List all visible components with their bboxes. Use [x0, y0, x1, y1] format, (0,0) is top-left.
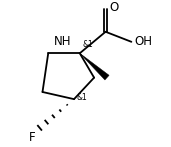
Text: OH: OH — [134, 35, 152, 48]
Polygon shape — [80, 53, 109, 80]
Text: O: O — [110, 1, 119, 14]
Text: NH: NH — [54, 35, 71, 47]
Text: &1: &1 — [77, 93, 88, 102]
Text: &1: &1 — [83, 40, 93, 49]
Text: F: F — [29, 131, 35, 144]
